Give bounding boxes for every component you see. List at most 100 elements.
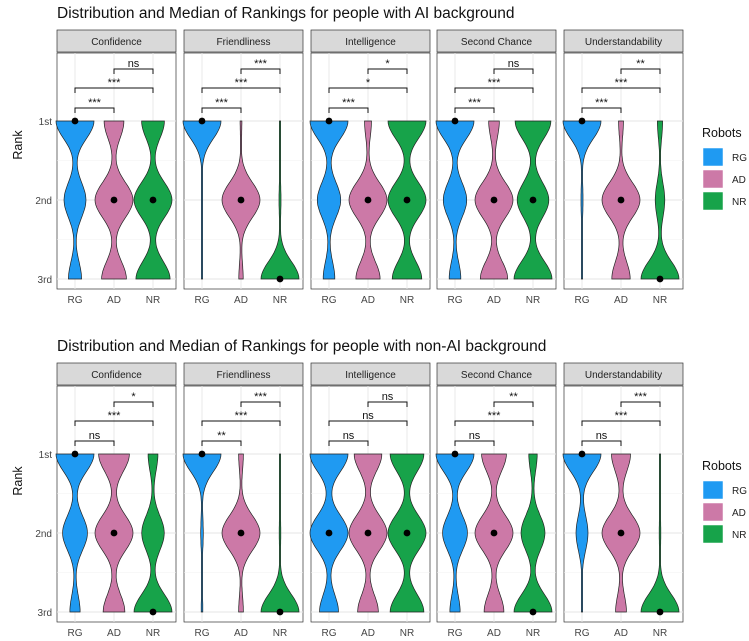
significance-label: *	[385, 58, 390, 70]
legend-swatch-RG	[702, 147, 724, 167]
facet-label: Friendliness	[217, 370, 271, 381]
median-point-NR	[149, 608, 157, 616]
median-point-NR	[529, 608, 537, 616]
significance-bracket	[620, 68, 661, 74]
significance-bracket	[328, 87, 408, 93]
significance-bracket	[201, 420, 281, 426]
facet-label: Intelligence	[345, 37, 396, 48]
legend-label-NR: NR	[732, 197, 746, 208]
y-axis-label: Rank	[11, 466, 25, 496]
significance-bracket	[620, 401, 661, 407]
significance-label: *	[131, 391, 136, 403]
x-tick-label-NR: NR	[400, 295, 414, 306]
chart-title: Distribution and Median of Rankings for …	[57, 338, 546, 355]
violin-NR	[640, 120, 680, 280]
violin-NR	[133, 453, 173, 613]
median-point-NR	[149, 196, 157, 204]
x-tick-label-NR: NR	[273, 628, 287, 639]
violin-RG	[435, 453, 475, 613]
violin-NR	[260, 453, 300, 613]
facet-label: Confidence	[91, 37, 142, 48]
median-point-NR	[656, 275, 664, 283]
significance-label: ***	[488, 410, 502, 422]
significance-bracket	[454, 440, 495, 446]
x-tick-label-AD: AD	[107, 295, 121, 306]
facet-label: Understandability	[585, 37, 662, 48]
significance-label: ***	[215, 97, 229, 109]
significance-bracket	[240, 401, 281, 407]
facet-strip	[56, 29, 177, 53]
legend-title: Robots	[702, 126, 742, 140]
significance-label: ***	[88, 97, 102, 109]
x-tick-label-RG: RG	[575, 628, 590, 639]
significance-bracket	[454, 87, 534, 93]
median-point-AD	[617, 196, 625, 204]
significance-bracket	[201, 107, 242, 113]
significance-label: ns	[382, 391, 394, 403]
significance-label: ***	[342, 97, 356, 109]
x-tick-label-AD: AD	[107, 628, 121, 639]
legend-label-RG: RG	[732, 486, 747, 497]
significance-bracket	[74, 87, 154, 93]
violin-RG	[55, 453, 95, 613]
significance-label: ns	[596, 430, 608, 442]
significance-bracket	[581, 87, 661, 93]
median-point-AD	[364, 529, 372, 537]
x-tick-label-RG: RG	[68, 628, 83, 639]
median-point-AD	[237, 529, 245, 537]
significance-bracket	[367, 68, 408, 74]
x-tick-label-AD: AD	[487, 628, 501, 639]
legend-swatch-AD	[702, 169, 724, 189]
significance-label: ***	[235, 410, 249, 422]
significance-bracket	[240, 68, 281, 74]
significance-bracket	[454, 107, 495, 113]
legend-label-RG: RG	[732, 153, 747, 164]
significance-bracket	[74, 420, 154, 426]
significance-label: **	[509, 391, 518, 403]
median-point-AD	[110, 196, 118, 204]
significance-label: ns	[343, 430, 355, 442]
x-tick-label-RG: RG	[322, 628, 337, 639]
facet-label: Intelligence	[345, 370, 396, 381]
significance-bracket	[74, 107, 115, 113]
median-point-AD	[490, 529, 498, 537]
facet-label: Second Chance	[461, 37, 533, 48]
significance-bracket	[581, 107, 622, 113]
x-tick-label-NR: NR	[400, 628, 414, 639]
median-point-NR	[656, 608, 664, 616]
median-point-NR	[276, 608, 284, 616]
x-tick-label-NR: NR	[273, 295, 287, 306]
y-axis-label: Rank	[11, 130, 25, 160]
violin-RG	[435, 120, 475, 280]
significance-label: ***	[254, 58, 268, 70]
significance-label: ns	[362, 410, 374, 422]
median-point-RG	[451, 450, 459, 458]
violin-RG	[562, 453, 602, 613]
legend-label-AD: AD	[732, 508, 746, 519]
significance-bracket	[328, 107, 369, 113]
facet-strip	[56, 362, 177, 386]
median-point-AD	[364, 196, 372, 204]
median-point-AD	[490, 196, 498, 204]
significance-bracket	[328, 420, 408, 426]
x-tick-label-RG: RG	[322, 295, 337, 306]
facet-label: Friendliness	[217, 37, 271, 48]
legend-swatch-AD	[702, 502, 724, 522]
significance-label: ***	[468, 97, 482, 109]
significance-bracket	[493, 68, 534, 74]
median-point-AD	[110, 529, 118, 537]
legend-swatch-NR	[702, 524, 724, 544]
x-tick-label-RG: RG	[448, 628, 463, 639]
significance-bracket	[367, 401, 408, 407]
x-tick-label-RG: RG	[448, 295, 463, 306]
significance-label: ***	[488, 77, 502, 89]
facet-strip	[183, 29, 304, 53]
violin-RG	[182, 120, 222, 280]
significance-bracket	[201, 440, 242, 446]
median-point-AD	[237, 196, 245, 204]
median-point-RG	[71, 117, 79, 125]
y-tick-label-2nd: 2nd	[35, 196, 52, 207]
facet-label: Understandability	[585, 370, 662, 381]
significance-label: ***	[615, 410, 629, 422]
